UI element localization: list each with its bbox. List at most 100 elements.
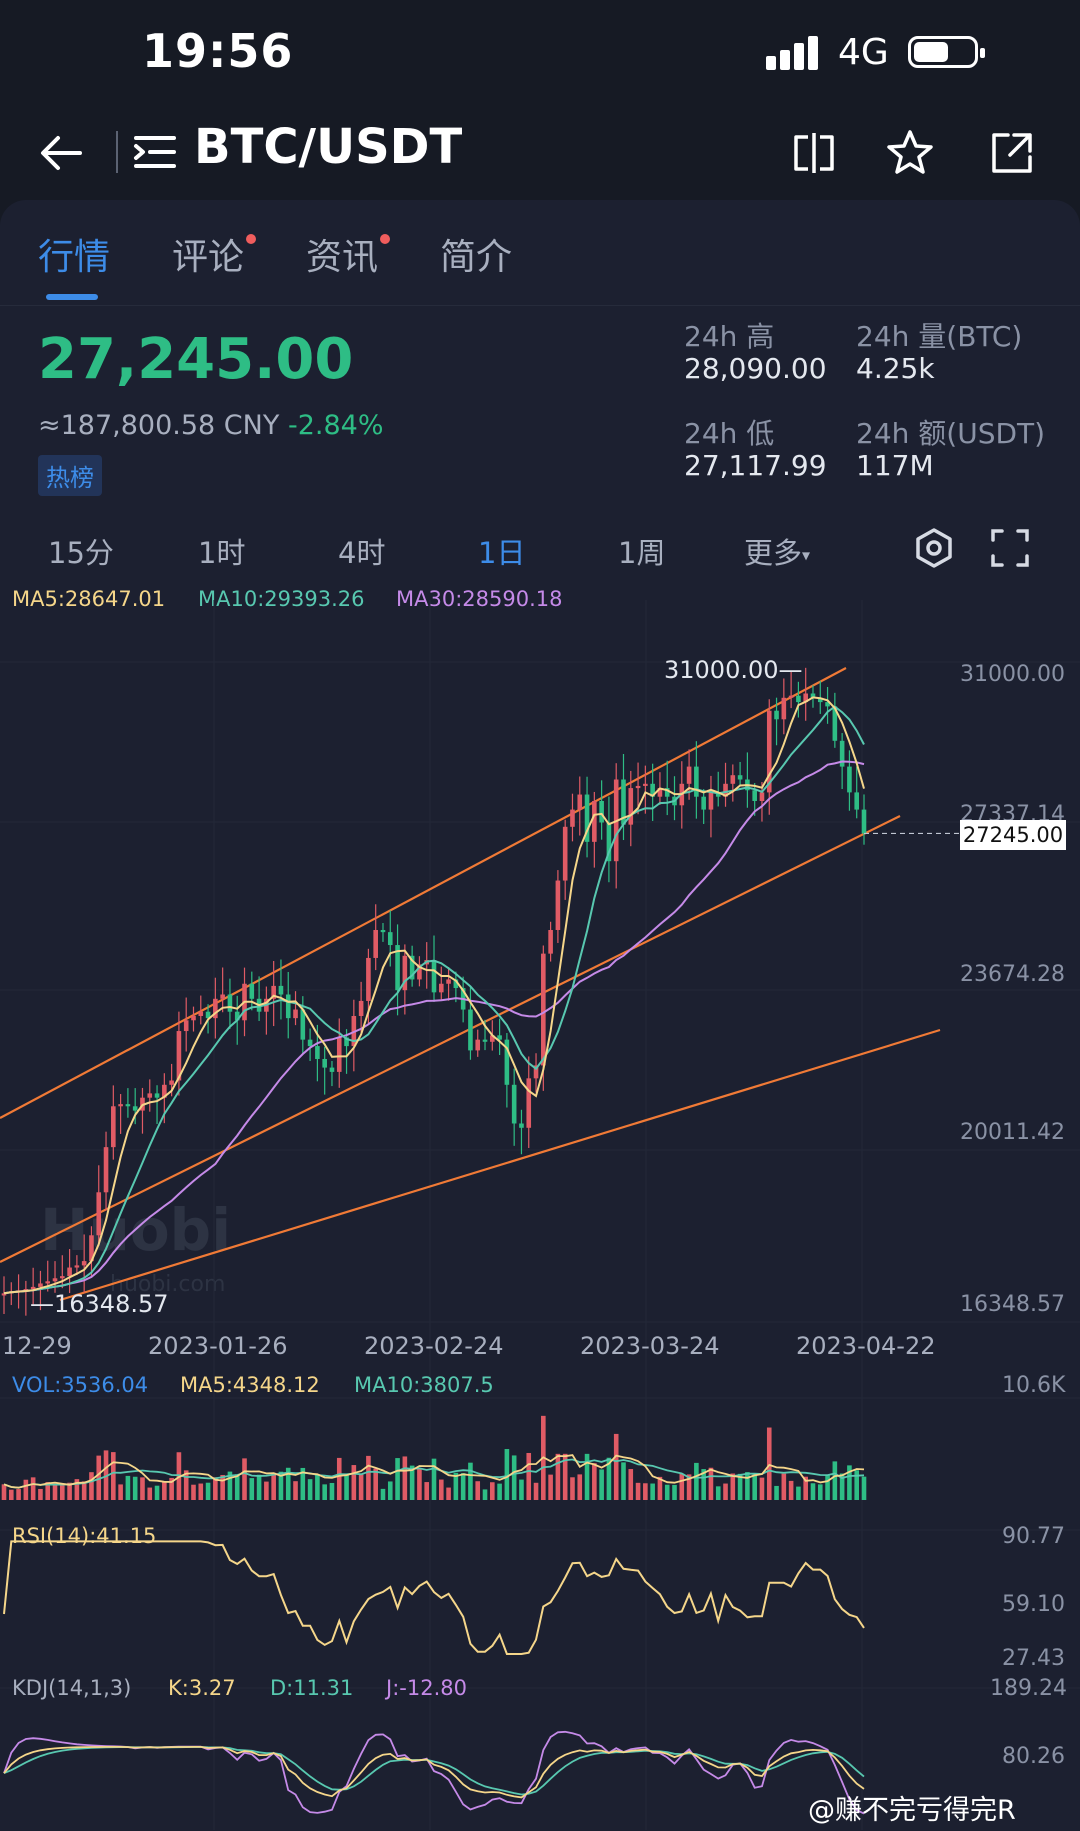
volume-bar: [745, 1472, 750, 1500]
volume-bar: [213, 1477, 218, 1500]
volume-bar: [132, 1476, 138, 1500]
interval-4h[interactable]: 4时: [338, 536, 386, 570]
candle-body: [366, 957, 371, 1001]
candle-body: [409, 955, 415, 980]
channel-line: [59, 1028, 941, 1302]
volume-bar: [606, 1457, 612, 1500]
candle-body: [271, 985, 276, 999]
candle-body: [650, 783, 655, 797]
volume-bar: [191, 1484, 196, 1500]
candle-body: [446, 979, 451, 984]
kdj-tick-mid: 80.26: [1002, 1744, 1065, 1769]
volume-bar: [650, 1483, 655, 1500]
candle-body: [519, 1123, 524, 1128]
candle-body: [249, 983, 255, 999]
interval-more[interactable]: 更多▾: [744, 536, 811, 570]
volume-bar: [759, 1477, 765, 1500]
volume-bar: [847, 1465, 852, 1500]
volume-bar: [162, 1481, 167, 1500]
candle-body: [664, 788, 670, 797]
candle-body: [74, 1265, 80, 1268]
tab-market[interactable]: 行情: [38, 237, 111, 278]
volume-bar: [752, 1473, 757, 1500]
candle-body: [198, 1011, 204, 1016]
volume-bar: [723, 1483, 728, 1500]
volume-bar: [511, 1455, 517, 1500]
interval-15m[interactable]: 15分: [48, 536, 114, 570]
volume-bar: [482, 1489, 488, 1500]
tab-intro[interactable]: 简介: [440, 237, 513, 278]
share-icon[interactable]: [984, 125, 1040, 181]
vol-ma5-legend: MA5:4348.12: [180, 1373, 320, 1397]
candle-body: [788, 695, 794, 698]
ma30-line: [3, 760, 865, 1295]
candle-body: [227, 994, 233, 1012]
volume-bar: [329, 1482, 335, 1500]
volume-bar: [387, 1481, 393, 1500]
tab-comments[interactable]: 评论: [172, 228, 257, 280]
volume-bar: [220, 1474, 225, 1500]
rsi-tick-bottom: 27.43: [1002, 1646, 1065, 1671]
back-arrow-icon[interactable]: [34, 125, 90, 181]
interval-1h[interactable]: 1时: [198, 536, 246, 570]
status-bar: 19:56 4G: [0, 0, 1080, 105]
candle-body: [220, 994, 225, 999]
status-time: 19:56: [142, 24, 294, 78]
volume-bar: [490, 1482, 495, 1500]
candle-body: [293, 1009, 298, 1019]
unread-dot: [246, 234, 257, 244]
y-tick-16348: 16348.57: [960, 1292, 1065, 1317]
hot-badge[interactable]: 热榜: [38, 455, 102, 496]
volume-bar: [380, 1488, 386, 1500]
tab-news[interactable]: 资讯: [306, 228, 391, 280]
candle-body: [60, 1276, 65, 1279]
cny-price: ≈187,800.58 CNY: [38, 410, 280, 441]
volume-bar: [344, 1475, 349, 1500]
candle-body: [395, 945, 400, 991]
volume-bar: [497, 1483, 502, 1500]
pair-list-icon[interactable]: [130, 127, 180, 177]
volume-bar: [657, 1476, 663, 1500]
candle-body: [737, 775, 743, 780]
interval-1w[interactable]: 1周: [618, 536, 666, 570]
x-label-2: 2023-02-24: [364, 1332, 504, 1360]
channel-line: [0, 815, 901, 1263]
fullscreen-icon[interactable]: [988, 526, 1032, 570]
candle-body: [708, 792, 714, 810]
volume-bar: [766, 1427, 772, 1500]
network-type: 4G: [838, 32, 889, 73]
low-marker: —16348.57: [30, 1290, 169, 1318]
volume-bar: [103, 1450, 109, 1500]
volume-bar: [643, 1483, 648, 1500]
candle-body: [147, 1093, 153, 1098]
rsi-tick-mid: 59.10: [1002, 1592, 1065, 1617]
candle-body: [431, 960, 437, 993]
volume-bar: [205, 1482, 211, 1500]
volume-bar: [431, 1458, 437, 1500]
candle-body: [759, 792, 765, 801]
volume-bar: [475, 1481, 481, 1500]
last-price: 27,245.00: [38, 327, 354, 392]
favorite-star-icon[interactable]: [882, 125, 938, 181]
candle-body: [490, 1035, 495, 1042]
compare-icon[interactable]: [786, 125, 842, 181]
settings-icon[interactable]: [912, 526, 956, 570]
interval-1d[interactable]: 1日: [478, 536, 526, 570]
candle-body: [67, 1267, 72, 1277]
volume-bar: [570, 1477, 575, 1500]
candle-body: [562, 826, 568, 881]
volume-bar: [460, 1473, 466, 1500]
candle-body: [81, 1261, 87, 1266]
ma30-legend: MA30:28590.18: [396, 587, 563, 611]
volume-bar: [861, 1476, 867, 1500]
volume-bar: [708, 1467, 714, 1500]
volume-bar: [424, 1482, 430, 1500]
volume-bar: [715, 1486, 721, 1500]
weibo-watermark: @赚不完亏得完R: [808, 1795, 1016, 1826]
volume-bar: [125, 1475, 131, 1500]
pair-title[interactable]: BTC/USDT: [194, 119, 463, 175]
volume-ma10-line: [3, 1458, 865, 1489]
kdj-k-line: [3, 1746, 865, 1799]
candle-body: [781, 697, 787, 720]
